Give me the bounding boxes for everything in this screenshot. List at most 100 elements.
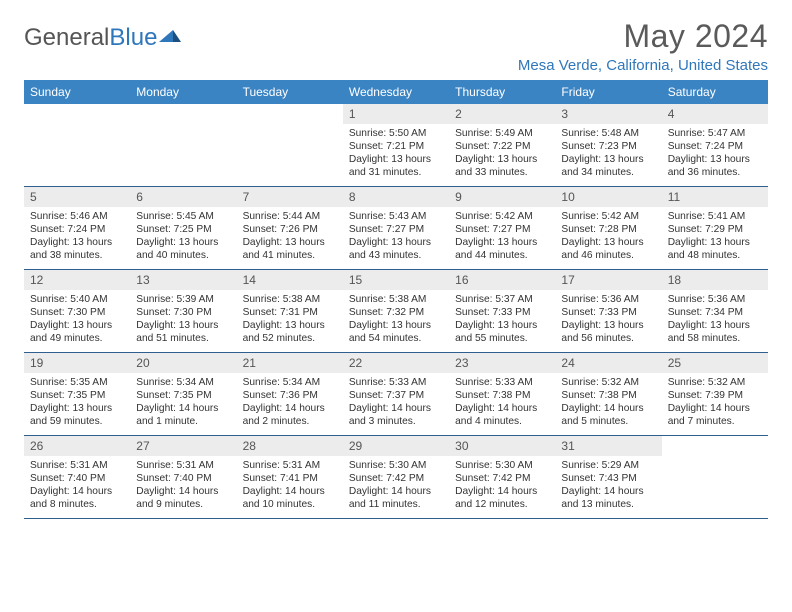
- day-detail-line: and 52 minutes.: [243, 332, 337, 345]
- day-detail-line: Daylight: 13 hours: [561, 236, 655, 249]
- day-detail-line: Sunrise: 5:36 AM: [668, 293, 762, 306]
- day-details: Sunrise: 5:48 AMSunset: 7:23 PMDaylight:…: [555, 127, 661, 179]
- weekday-header: Saturday: [662, 80, 768, 104]
- day-number: 9: [449, 187, 555, 207]
- day-detail-line: Sunset: 7:30 PM: [30, 306, 124, 319]
- day-detail-line: Daylight: 14 hours: [455, 485, 549, 498]
- day-detail-line: and 31 minutes.: [349, 166, 443, 179]
- day-detail-line: Sunset: 7:25 PM: [136, 223, 230, 236]
- day-detail-line: Sunset: 7:40 PM: [136, 472, 230, 485]
- day-detail-line: and 59 minutes.: [30, 415, 124, 428]
- day-number: 22: [343, 353, 449, 373]
- day-detail-line: Daylight: 13 hours: [455, 319, 549, 332]
- weeks-container: ...1Sunrise: 5:50 AMSunset: 7:21 PMDayli…: [24, 104, 768, 519]
- day-number: 29: [343, 436, 449, 456]
- day-details: Sunrise: 5:29 AMSunset: 7:43 PMDaylight:…: [555, 459, 661, 511]
- day-details: Sunrise: 5:39 AMSunset: 7:30 PMDaylight:…: [130, 293, 236, 345]
- weekday-header: Friday: [555, 80, 661, 104]
- day-cell: 23Sunrise: 5:33 AMSunset: 7:38 PMDayligh…: [449, 353, 555, 435]
- day-detail-line: and 41 minutes.: [243, 249, 337, 262]
- day-detail-line: Daylight: 13 hours: [349, 319, 443, 332]
- day-detail-line: Daylight: 14 hours: [136, 402, 230, 415]
- day-detail-line: Sunrise: 5:41 AM: [668, 210, 762, 223]
- day-cell: 13Sunrise: 5:39 AMSunset: 7:30 PMDayligh…: [130, 270, 236, 352]
- day-detail-line: Sunrise: 5:31 AM: [30, 459, 124, 472]
- day-detail-line: Sunrise: 5:33 AM: [455, 376, 549, 389]
- day-cell: 12Sunrise: 5:40 AMSunset: 7:30 PMDayligh…: [24, 270, 130, 352]
- calendar: Sunday Monday Tuesday Wednesday Thursday…: [24, 80, 768, 519]
- day-detail-line: Daylight: 14 hours: [243, 402, 337, 415]
- day-number: 14: [237, 270, 343, 290]
- day-detail-line: and 13 minutes.: [561, 498, 655, 511]
- day-detail-line: Sunset: 7:36 PM: [243, 389, 337, 402]
- day-detail-line: Sunrise: 5:43 AM: [349, 210, 443, 223]
- day-detail-line: Daylight: 13 hours: [455, 236, 549, 249]
- day-details: Sunrise: 5:31 AMSunset: 7:41 PMDaylight:…: [237, 459, 343, 511]
- day-details: Sunrise: 5:46 AMSunset: 7:24 PMDaylight:…: [24, 210, 130, 262]
- week-row: 26Sunrise: 5:31 AMSunset: 7:40 PMDayligh…: [24, 436, 768, 519]
- day-detail-line: Sunrise: 5:44 AM: [243, 210, 337, 223]
- day-detail-line: Sunset: 7:24 PM: [30, 223, 124, 236]
- day-detail-line: and 58 minutes.: [668, 332, 762, 345]
- day-number: 21: [237, 353, 343, 373]
- day-detail-line: Sunset: 7:21 PM: [349, 140, 443, 153]
- day-detail-line: Sunset: 7:22 PM: [455, 140, 549, 153]
- day-detail-line: Daylight: 13 hours: [668, 236, 762, 249]
- day-detail-line: Sunrise: 5:50 AM: [349, 127, 443, 140]
- day-detail-line: Sunset: 7:24 PM: [668, 140, 762, 153]
- day-detail-line: Sunrise: 5:33 AM: [349, 376, 443, 389]
- day-details: Sunrise: 5:37 AMSunset: 7:33 PMDaylight:…: [449, 293, 555, 345]
- day-details: Sunrise: 5:36 AMSunset: 7:33 PMDaylight:…: [555, 293, 661, 345]
- month-title: May 2024: [518, 18, 768, 55]
- day-detail-line: Sunset: 7:26 PM: [243, 223, 337, 236]
- week-row: ...1Sunrise: 5:50 AMSunset: 7:21 PMDayli…: [24, 104, 768, 187]
- day-detail-line: Sunset: 7:29 PM: [668, 223, 762, 236]
- day-details: Sunrise: 5:42 AMSunset: 7:28 PMDaylight:…: [555, 210, 661, 262]
- day-cell: 3 Sunrise: 5:48 AMSunset: 7:23 PMDaylight…: [555, 104, 661, 186]
- day-details: Sunrise: 5:45 AMSunset: 7:25 PMDaylight:…: [130, 210, 236, 262]
- day-details: Sunrise: 5:33 AMSunset: 7:37 PMDaylight:…: [343, 376, 449, 428]
- day-detail-line: Sunset: 7:39 PM: [668, 389, 762, 402]
- day-detail-line: Sunrise: 5:29 AM: [561, 459, 655, 472]
- weekday-header: Wednesday: [343, 80, 449, 104]
- day-detail-line: Sunrise: 5:47 AM: [668, 127, 762, 140]
- day-detail-line: and 10 minutes.: [243, 498, 337, 511]
- day-cell: 25Sunrise: 5:32 AMSunset: 7:39 PMDayligh…: [662, 353, 768, 435]
- day-cell: 6Sunrise: 5:45 AMSunset: 7:25 PMDaylight…: [130, 187, 236, 269]
- day-detail-line: Sunrise: 5:49 AM: [455, 127, 549, 140]
- day-details: Sunrise: 5:36 AMSunset: 7:34 PMDaylight:…: [662, 293, 768, 345]
- day-number: 25: [662, 353, 768, 373]
- day-detail-line: Daylight: 14 hours: [30, 485, 124, 498]
- day-details: Sunrise: 5:49 AMSunset: 7:22 PMDaylight:…: [449, 127, 555, 179]
- day-detail-line: Sunrise: 5:32 AM: [668, 376, 762, 389]
- day-number: 24: [555, 353, 661, 373]
- day-details: Sunrise: 5:38 AMSunset: 7:32 PMDaylight:…: [343, 293, 449, 345]
- day-detail-line: and 34 minutes.: [561, 166, 655, 179]
- day-detail-line: and 36 minutes.: [668, 166, 762, 179]
- header: GeneralBlue May 2024 Mesa Verde, Califor…: [24, 18, 768, 74]
- day-number: 3: [555, 104, 661, 124]
- day-details: Sunrise: 5:43 AMSunset: 7:27 PMDaylight:…: [343, 210, 449, 262]
- day-number: 18: [662, 270, 768, 290]
- day-detail-line: and 40 minutes.: [136, 249, 230, 262]
- day-detail-line: and 54 minutes.: [349, 332, 443, 345]
- day-detail-line: Daylight: 13 hours: [243, 319, 337, 332]
- day-cell: 11 Sunrise: 5:41 AMSunset: 7:29 PMDayligh…: [662, 187, 768, 269]
- day-cell: 2 Sunrise: 5:49 AMSunset: 7:22 PMDaylight…: [449, 104, 555, 186]
- day-cell: 27Sunrise: 5:31 AMSunset: 7:40 PMDayligh…: [130, 436, 236, 518]
- day-number: 5: [24, 187, 130, 207]
- day-number: 2: [449, 104, 555, 124]
- day-number: 30: [449, 436, 555, 456]
- week-row: 12Sunrise: 5:40 AMSunset: 7:30 PMDayligh…: [24, 270, 768, 353]
- day-detail-line: Sunrise: 5:30 AM: [455, 459, 549, 472]
- day-detail-line: Daylight: 13 hours: [30, 236, 124, 249]
- day-cell: 22 Sunrise: 5:33 AMSunset: 7:37 PMDayligh…: [343, 353, 449, 435]
- day-detail-line: and 48 minutes.: [668, 249, 762, 262]
- day-detail-line: Daylight: 13 hours: [349, 236, 443, 249]
- day-detail-line: Sunrise: 5:37 AM: [455, 293, 549, 306]
- day-number: 11: [662, 187, 768, 207]
- day-detail-line: Daylight: 14 hours: [243, 485, 337, 498]
- day-number: 7: [237, 187, 343, 207]
- day-cell: 24Sunrise: 5:32 AMSunset: 7:38 PMDayligh…: [555, 353, 661, 435]
- day-detail-line: Sunset: 7:27 PM: [349, 223, 443, 236]
